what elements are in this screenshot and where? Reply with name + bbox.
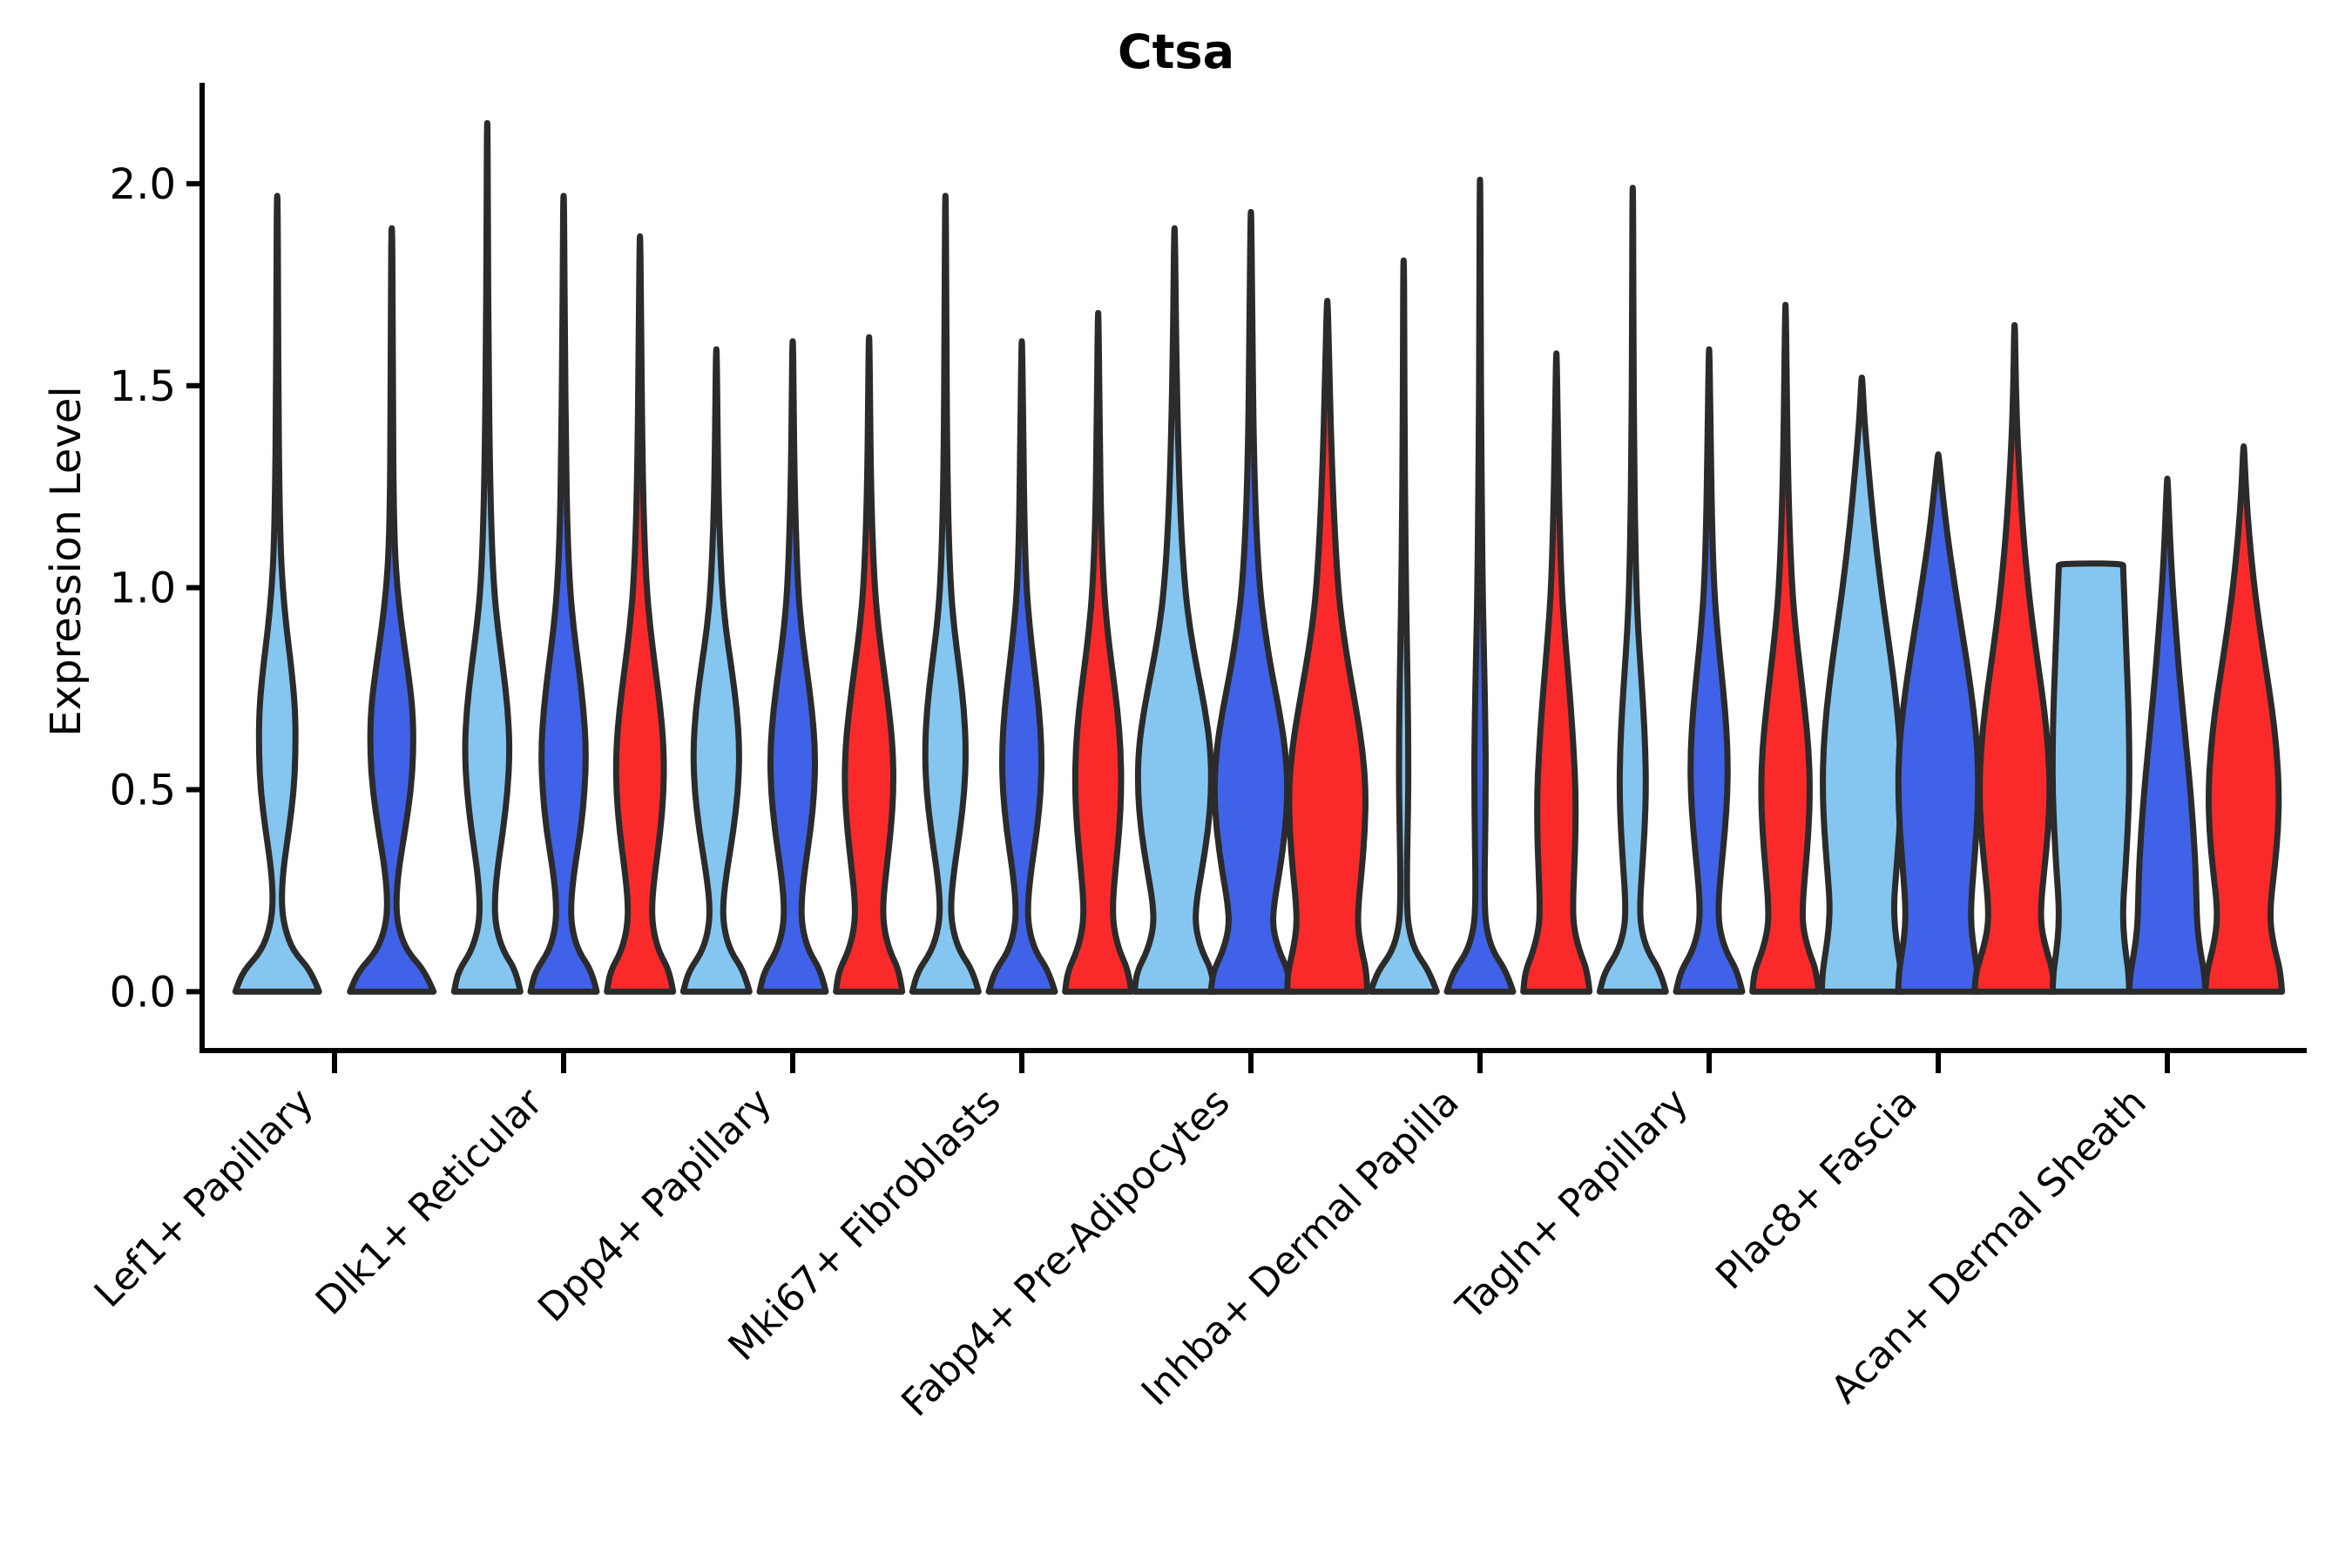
violin-dlk1-reticular-royal_blue [527, 193, 600, 995]
violin-tagln-papillary-light_blue [1596, 185, 1669, 995]
violin-plac8-fascia-light_blue [1818, 375, 1905, 995]
violin-acan-dermal-sheath-red [2202, 443, 2286, 995]
violin-inhba-dermal-papilla-royal_blue [1443, 176, 1517, 995]
x-tick-label-lef1-papillary: Lef1+ Papillary [86, 1080, 322, 1316]
y-tick-label: 2.0 [110, 160, 176, 209]
violin-mki67-fibroblasts-light_blue [909, 193, 982, 995]
violin-acan-dermal-sheath-royal_blue [2126, 475, 2209, 995]
violin-dpp4-papillary-royal_blue [756, 338, 829, 995]
y-axis-title: Expression Level [42, 386, 91, 737]
y-tick-label: 0.5 [110, 766, 176, 814]
violin-dlk1-reticular-red [604, 233, 677, 995]
violin-tagln-papillary-royal_blue [1673, 346, 1746, 995]
violin-lef1-papillary-light_blue [232, 193, 322, 995]
x-tick-label-tagln-papillary: Tagln+ Papillary [1448, 1080, 1697, 1329]
violin-tagln-papillary-red [1749, 301, 1822, 995]
x-tick-label-plac8-fascia: Plac8+ Fascia [1707, 1080, 1926, 1299]
violin-dlk1-reticular-light_blue [450, 119, 524, 995]
y-tick-label: 1.0 [110, 564, 176, 613]
violin-fabp4-pre-adipocytes-red [1284, 297, 1371, 995]
violin-dpp4-papillary-light_blue [679, 346, 753, 995]
violin-plac8-fascia-red [1971, 321, 2058, 995]
x-tick-label-dlk1-reticular: Dlk1+ Reticular [308, 1079, 552, 1324]
y-tick-label: 1.5 [110, 362, 176, 411]
y-tick-labels-group: 0.0 0.5 1.0 1.5 2.0 [110, 160, 202, 1017]
violin-shapes-group [232, 119, 2286, 995]
violin-plac8-fascia-royal_blue [1895, 451, 1982, 995]
y-axis-title-group: Expression Level [42, 386, 91, 737]
violin-lef1-papillary-royal_blue [347, 225, 437, 995]
violin-fabp4-pre-adipocytes-royal_blue [1207, 208, 1294, 995]
y-tick-label: 0.0 [110, 968, 176, 1017]
page-title: Ctsa [1117, 24, 1235, 79]
violin-inhba-dermal-papilla-red [1520, 350, 1593, 995]
x-tick-label-dpp4-papillary: Dpp4+ Papillary [530, 1080, 781, 1331]
violin-dpp4-papillary-red [833, 334, 906, 995]
violin-inhba-dermal-papilla-light_blue [1367, 257, 1440, 995]
violin-mki67-fibroblasts-red [1062, 309, 1135, 995]
violin-acan-dermal-sheath-light_blue [2049, 560, 2132, 995]
violin-fabp4-pre-adipocytes-light_blue [1131, 225, 1218, 995]
violin-mki67-fibroblasts-royal_blue [985, 338, 1058, 995]
